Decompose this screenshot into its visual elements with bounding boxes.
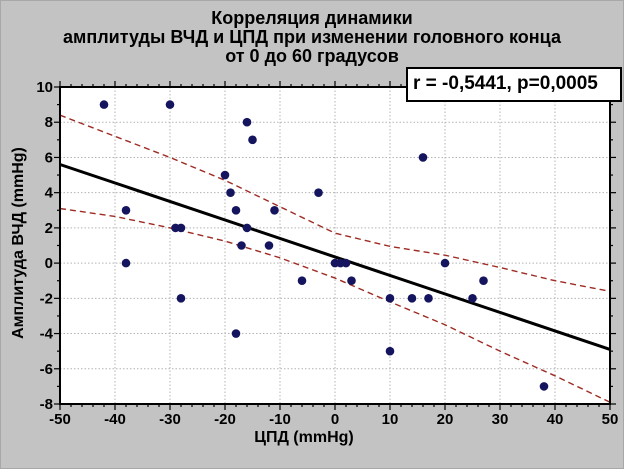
data-point [407,294,417,303]
correlation-annotation: r = -0,5441, p=0,0005 [406,67,622,102]
chart-title-line-3: от 0 до 60 градусов [225,46,399,66]
data-point [341,258,351,268]
data-point [385,294,395,303]
y-tick-label: 8 [45,114,53,131]
x-tick-label: 40 [547,411,564,428]
data-point [231,329,241,338]
data-point [220,170,230,180]
x-tick-label: 20 [437,411,454,428]
x-tick-label: 50 [602,411,619,428]
x-axis-label: ЦПД (mmHg) [254,429,354,446]
data-point [121,258,131,268]
data-point [539,382,549,391]
data-point [226,188,235,197]
x-tick-label: 30 [492,411,509,428]
data-point [121,205,131,215]
data-point [176,294,186,303]
data-point [424,294,433,303]
data-point [99,100,109,109]
data-point [347,276,356,286]
data-point [242,223,252,233]
data-point [242,117,252,127]
confidence-band-lower [59,207,611,403]
y-tick-label: 0 [45,255,53,272]
data-point [468,294,477,303]
y-tick-label: -2 [40,290,53,307]
regression-line [59,163,611,351]
data-point [314,188,323,197]
x-tick-label: -50 [49,411,71,428]
data-point [385,346,395,356]
x-tick-label: -10 [269,411,291,428]
data-point [440,258,450,268]
data-point [237,241,246,250]
x-tick-label: -40 [104,411,126,428]
data-point [264,241,274,250]
data-point [231,205,241,215]
data-point [248,135,257,145]
data-point [176,223,186,233]
y-tick-label: -6 [40,361,53,378]
y-tick-label: 2 [45,220,53,237]
data-point [297,276,307,286]
x-tick-label: -30 [159,411,181,428]
data-point [479,276,488,286]
y-tick-label: 6 [45,149,53,166]
x-tick-label: 10 [382,411,399,428]
x-tick-label: -20 [214,411,236,428]
chart-title-line-2: амплитуды ВЧД и ЦПД при изменении головн… [63,27,561,47]
y-tick-label: 4 [45,185,54,202]
data-point [418,153,428,162]
chart-title-line-1: Корреляция динамики [211,8,413,28]
data-point [270,205,279,215]
y-tick-label: -8 [40,396,53,413]
y-tick-label: 10 [36,79,53,96]
y-tick-label: -4 [40,326,54,343]
data-point [165,100,175,109]
chart-title: Корреляция динамики амплитуды ВЧД и ЦПД … [0,9,624,66]
x-tick-label: 0 [331,411,339,428]
